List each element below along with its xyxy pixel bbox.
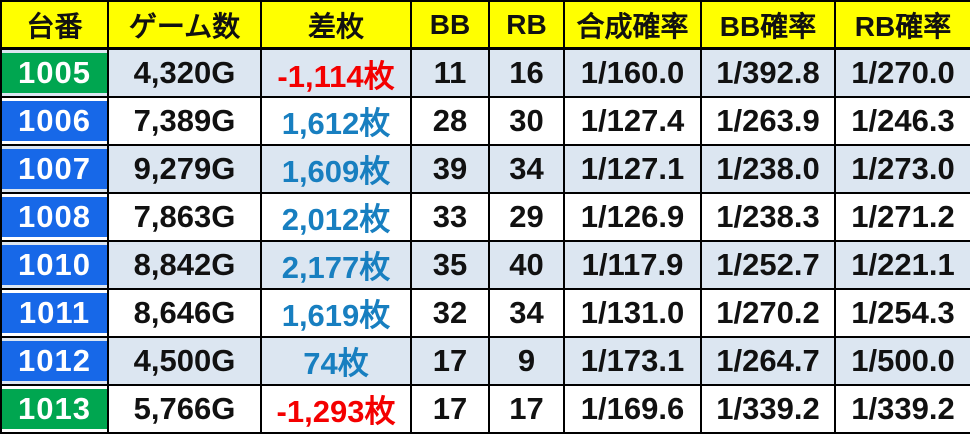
header-bb: BB	[410, 0, 490, 50]
bb-rate-cell: 1/252.7	[700, 239, 836, 290]
bb-rate-cell: 1/392.8	[700, 47, 836, 98]
header-coin-diff: 差枚	[260, 0, 412, 50]
header-combined-rate: 合成確率	[563, 0, 702, 50]
machine-number-cell: 1011	[0, 287, 109, 338]
combined-rate-cell: 1/131.0	[563, 287, 702, 338]
table-row: 1013 5,766G -1,293枚 17 17 1/169.6 1/339.…	[0, 383, 970, 434]
rb-cell: 16	[488, 47, 565, 98]
combined-rate-cell: 1/169.6	[563, 383, 702, 434]
rb-rate-cell: 1/339.2	[834, 383, 970, 434]
coin-diff-cell: 2,012枚	[260, 191, 412, 242]
coin-diff-cell: 74枚	[260, 335, 412, 386]
machine-number-cell: 1008	[0, 191, 109, 242]
coin-diff-cell: 1,609枚	[260, 143, 412, 194]
machine-number-chip: 1011	[3, 292, 106, 333]
table-row: 1012 4,500G 74枚 17 9 1/173.1 1/264.7 1/5…	[0, 335, 970, 386]
coin-diff-cell: 2,177枚	[260, 239, 412, 290]
rb-cell: 34	[488, 143, 565, 194]
rb-cell: 9	[488, 335, 565, 386]
machine-number-chip: 1005	[3, 53, 106, 93]
machine-number-chip: 1010	[3, 244, 106, 285]
coin-diff-cell: 1,619枚	[260, 287, 412, 338]
games-cell: 4,500G	[107, 335, 262, 386]
bb-cell: 17	[410, 383, 490, 434]
machine-number-chip: 1008	[3, 196, 106, 237]
games-cell: 8,646G	[107, 287, 262, 338]
table-row: 1008 7,863G 2,012枚 33 29 1/126.9 1/238.3…	[0, 191, 970, 242]
bb-cell: 17	[410, 335, 490, 386]
header-rb-rate: RB確率	[834, 0, 970, 50]
machine-number-cell: 1010	[0, 239, 109, 290]
table-row: 1005 4,320G -1,114枚 11 16 1/160.0 1/392.…	[0, 47, 970, 98]
rb-cell: 29	[488, 191, 565, 242]
games-cell: 8,842G	[107, 239, 262, 290]
coin-diff-cell: -1,293枚	[260, 383, 412, 434]
header-machine-number: 台番	[0, 0, 109, 50]
coin-diff-cell: 1,612枚	[260, 96, 412, 146]
table-row: 1011 8,646G 1,619枚 32 34 1/131.0 1/270.2…	[0, 287, 970, 338]
bb-cell: 11	[410, 47, 490, 98]
bb-rate-cell: 1/238.0	[700, 143, 836, 194]
rb-rate-cell: 1/254.3	[834, 287, 970, 338]
machine-number-chip: 1013	[3, 388, 106, 429]
machine-number-cell: 1005	[0, 47, 109, 98]
rb-rate-cell: 1/500.0	[834, 335, 970, 386]
header-row: 台番 ゲーム数 差枚 BB RB 合成確率 BB確率 RB確率	[0, 0, 970, 50]
rb-rate-cell: 1/221.1	[834, 239, 970, 290]
machine-number-cell: 1012	[0, 335, 109, 386]
combined-rate-cell: 1/117.9	[563, 239, 702, 290]
coin-diff-cell: -1,114枚	[260, 47, 412, 98]
bb-rate-cell: 1/238.3	[700, 191, 836, 242]
combined-rate-cell: 1/126.9	[563, 191, 702, 242]
machine-number-chip: 1012	[3, 340, 106, 381]
bb-rate-cell: 1/264.7	[700, 335, 836, 386]
bb-cell: 32	[410, 287, 490, 338]
bb-rate-cell: 1/339.2	[700, 383, 836, 434]
games-cell: 7,863G	[107, 191, 262, 242]
header-rb: RB	[488, 0, 565, 50]
rb-cell: 17	[488, 383, 565, 434]
rb-cell: 40	[488, 239, 565, 290]
bb-cell: 35	[410, 239, 490, 290]
table-row: 1010 8,842G 2,177枚 35 40 1/117.9 1/252.7…	[0, 239, 970, 290]
games-cell: 5,766G	[107, 383, 262, 434]
header-bb-rate: BB確率	[700, 0, 836, 50]
bb-rate-cell: 1/270.2	[700, 287, 836, 338]
combined-rate-cell: 1/160.0	[563, 47, 702, 98]
machine-number-cell: 1013	[0, 383, 109, 434]
rb-rate-cell: 1/273.0	[834, 143, 970, 194]
bb-cell: 39	[410, 143, 490, 194]
rb-cell: 30	[488, 96, 565, 146]
rb-rate-cell: 1/246.3	[834, 96, 970, 146]
games-cell: 7,389G	[107, 96, 262, 146]
header-game-count: ゲーム数	[107, 0, 262, 50]
bb-cell: 28	[410, 96, 490, 146]
bb-rate-cell: 1/263.9	[700, 96, 836, 146]
combined-rate-cell: 1/173.1	[563, 335, 702, 386]
machine-number-cell: 1007	[0, 143, 109, 194]
combined-rate-cell: 1/127.1	[563, 143, 702, 194]
rb-rate-cell: 1/271.2	[834, 191, 970, 242]
table-row: 1007 9,279G 1,609枚 39 34 1/127.1 1/238.0…	[0, 143, 970, 194]
bb-cell: 33	[410, 191, 490, 242]
games-cell: 4,320G	[107, 47, 262, 98]
rb-cell: 34	[488, 287, 565, 338]
rb-rate-cell: 1/270.0	[834, 47, 970, 98]
machine-number-chip: 1007	[3, 148, 106, 189]
machine-number-chip: 1006	[3, 100, 106, 141]
machine-number-cell: 1006	[0, 96, 109, 146]
games-cell: 9,279G	[107, 143, 262, 194]
combined-rate-cell: 1/127.4	[563, 96, 702, 146]
table-row: 1006 7,389G 1,612枚 28 30 1/127.4 1/263.9…	[0, 96, 970, 146]
